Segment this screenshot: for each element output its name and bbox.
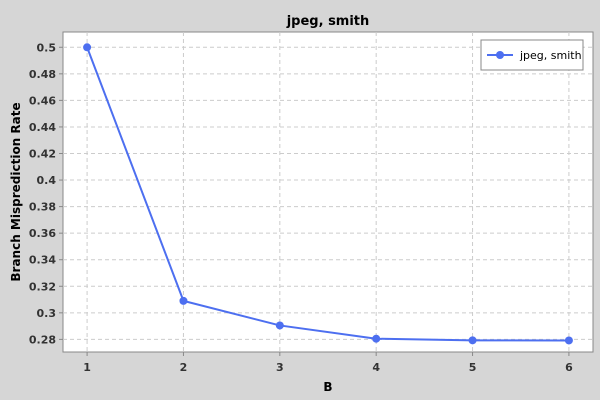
series-layer bbox=[83, 43, 573, 345]
chart-title: jpeg, smith bbox=[286, 14, 370, 29]
data-point bbox=[275, 321, 284, 330]
series-line bbox=[86, 46, 569, 342]
data-point bbox=[83, 43, 92, 52]
data-point bbox=[564, 336, 573, 345]
x-tick-label: 5 bbox=[469, 361, 477, 374]
y-tick-label: 0.44 bbox=[29, 121, 56, 134]
x-tick-label: 3 bbox=[276, 361, 284, 374]
y-tick-label: 0.42 bbox=[29, 147, 56, 160]
data-point bbox=[179, 296, 188, 305]
y-axis-title: Branch Misprediction Rate bbox=[9, 102, 23, 281]
y-tick-label: 0.28 bbox=[29, 333, 56, 346]
legend: jpeg, smith bbox=[480, 39, 584, 71]
data-point bbox=[468, 336, 477, 345]
legend-label: jpeg, smith bbox=[519, 49, 582, 62]
y-tick-label: 0.32 bbox=[29, 280, 56, 293]
y-tick-label: 0.3 bbox=[37, 307, 57, 320]
x-tick-label: 2 bbox=[180, 361, 188, 374]
x-axis-title: B bbox=[323, 380, 332, 394]
y-tick-label: 0.48 bbox=[29, 68, 56, 81]
x-tick-label: 4 bbox=[372, 361, 380, 374]
y-tick-label: 0.34 bbox=[29, 254, 56, 267]
y-tick-label: 0.46 bbox=[29, 94, 56, 107]
x-tick-label: 6 bbox=[565, 361, 573, 374]
y-tick-label: 0.38 bbox=[29, 201, 56, 214]
data-point bbox=[372, 334, 381, 343]
legend-marker bbox=[496, 51, 504, 59]
y-tick-label: 0.36 bbox=[29, 227, 56, 240]
x-tick-label: 1 bbox=[83, 361, 91, 374]
y-tick-label: 0.4 bbox=[37, 174, 57, 187]
axis-ticks: 0.28 0.3 0.32 0.34 0.36 0.38 0.4 0.42 0.44 0.46 0.… bbox=[29, 41, 573, 374]
plot-area bbox=[62, 31, 594, 353]
y-tick-label: 0.5 bbox=[37, 41, 57, 54]
